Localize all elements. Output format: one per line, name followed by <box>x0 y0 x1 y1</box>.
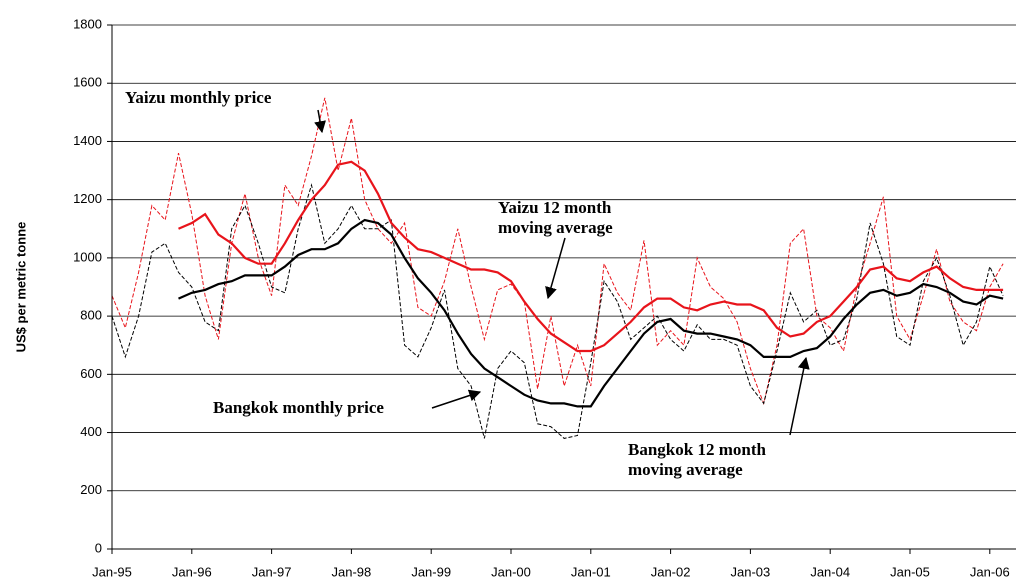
x-tick-label: Jan-98 <box>332 564 372 579</box>
annotation: Yaizu monthly price <box>125 88 272 107</box>
y-tick-label: 0 <box>95 540 102 555</box>
y-tick-label: 1800 <box>73 16 102 31</box>
x-tick-label: Jan-01 <box>571 564 611 579</box>
x-tick-label: Jan-99 <box>411 564 451 579</box>
arrow <box>431 389 482 409</box>
y-tick-label: 400 <box>80 424 102 439</box>
x-tick-label: Jan-00 <box>491 564 531 579</box>
x-tick-label: Jan-03 <box>731 564 771 579</box>
x-tick-label: Jan-04 <box>810 564 850 579</box>
arrow <box>545 237 566 300</box>
x-tick-label: Jan-02 <box>651 564 691 579</box>
x-tick-label: Jan-05 <box>890 564 930 579</box>
x-tick-label: Jan-97 <box>252 564 292 579</box>
y-tick-label: 600 <box>80 366 102 381</box>
annotation: Bangkok monthly price <box>213 398 384 417</box>
arrow <box>789 356 810 436</box>
y-tick-label: 200 <box>80 482 102 497</box>
average-line <box>178 160 1004 353</box>
monthly-line <box>112 97 1004 406</box>
x-tick-label: Jan-06 <box>970 564 1010 579</box>
y-tick-label: 1000 <box>73 249 102 264</box>
y-tick-label: 1200 <box>73 191 102 206</box>
average-line <box>178 218 1004 408</box>
y-tick-label: 1600 <box>73 75 102 90</box>
y-tick-label: 1400 <box>73 133 102 148</box>
x-tick-label: Jan-96 <box>172 564 212 579</box>
x-tick-label: Jan-95 <box>92 564 132 579</box>
arrow <box>314 109 326 134</box>
annotation: Yaizu 12 month moving average <box>498 198 613 237</box>
annotation: Bangkok 12 month moving average <box>628 440 766 479</box>
y-tick-label: 800 <box>80 308 102 323</box>
y-axis-label: US$ per metric tonne <box>13 222 28 353</box>
